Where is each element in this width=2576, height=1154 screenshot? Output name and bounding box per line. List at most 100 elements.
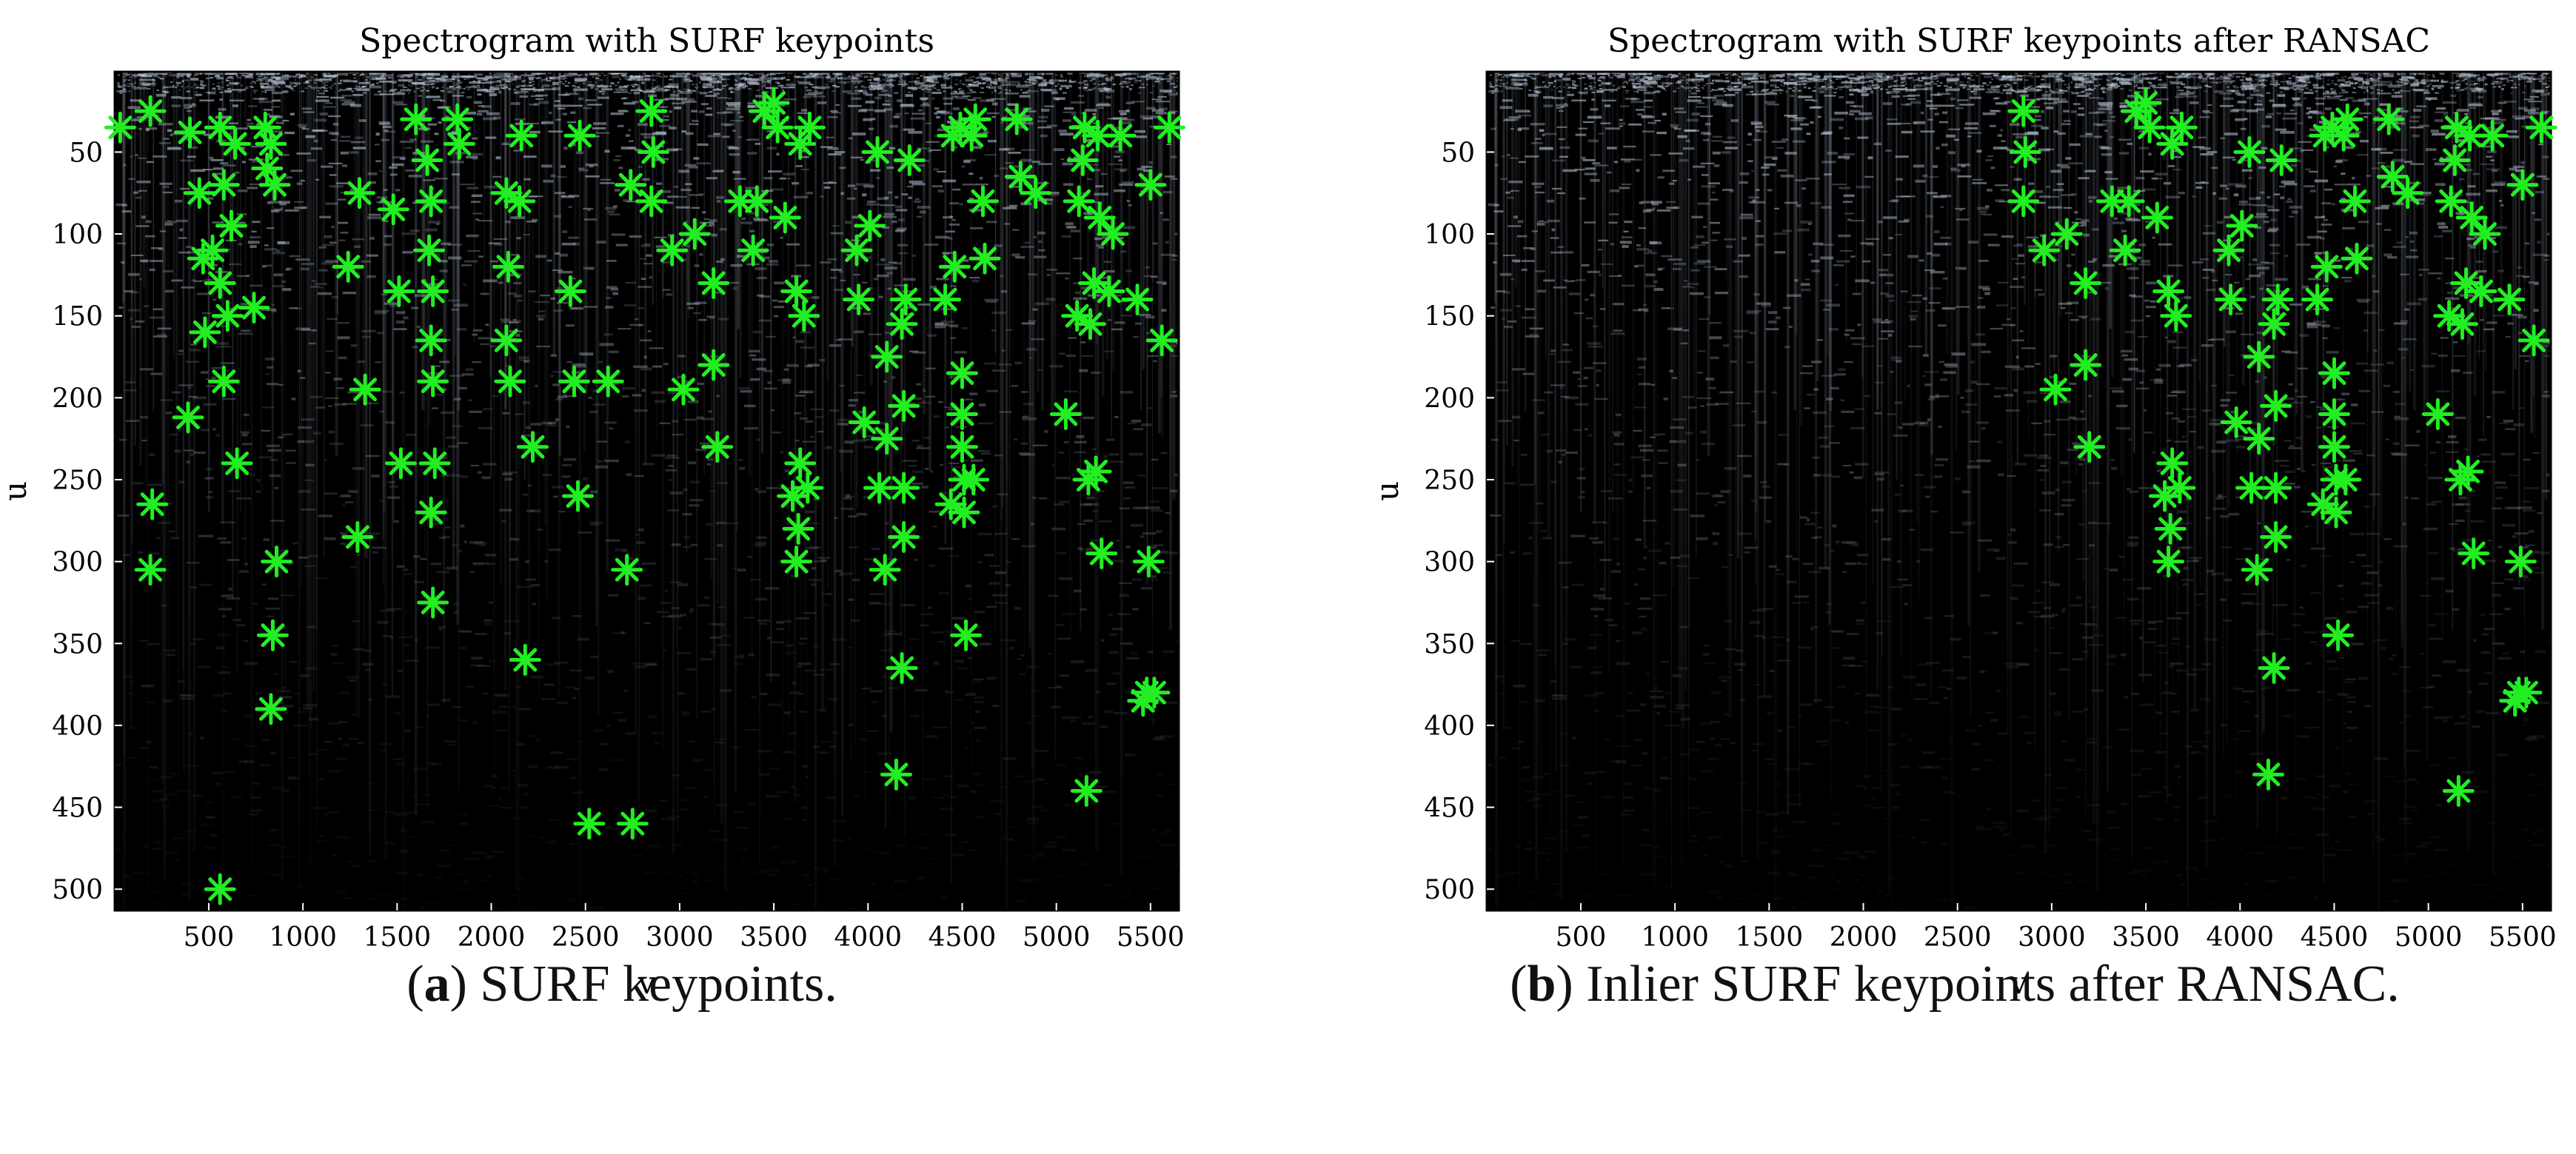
keypoint-marker [2112,185,2145,218]
keypoint-marker [2318,431,2350,463]
keypoint-marker [888,389,920,422]
y-tick-label: 50 [69,138,103,168]
keypoint-marker [2465,275,2498,308]
caption-a-text: ) SURF keypoints. [449,956,837,1013]
keypoint-marker [2452,455,2484,488]
x-axis-label: v [2010,965,2028,1001]
y-tick-label: 300 [52,548,103,578]
keypoint-marker [207,365,240,397]
keypoint-marker [204,266,236,299]
y-tick-label: 350 [52,629,103,660]
keypoint-marker [104,111,136,144]
spectrogram-image [115,72,1179,910]
x-tick-label: 4500 [929,922,997,953]
keypoint-marker [509,643,541,676]
keypoint-marker [966,185,999,218]
keypoint-marker [1020,177,1052,209]
keypoint-marker [417,586,449,619]
y-tick-label: 400 [52,711,103,742]
keypoint-marker [204,873,236,905]
keypoint-marker [888,472,920,504]
keypoint-marker [678,218,711,250]
keypoint-marker [1097,218,1129,250]
y-tick-label: 400 [1424,711,1475,742]
keypoint-marker [2327,119,2360,152]
keypoint-marker [2260,472,2292,504]
keypoint-marker [784,127,817,160]
keypoint-marker [2039,373,2072,406]
keypoint-marker [697,349,730,381]
y-tick-label: 200 [52,383,103,414]
keypoint-marker [840,234,873,266]
keypoint-marker [261,546,293,578]
keypoint-marker [196,234,229,266]
x-tick-label: 1000 [269,922,337,953]
keypoint-marker [505,119,538,152]
x-axis: 500 1000 1500 2000 2500 3000 3500 4000 4500 5000 5… [184,903,1185,953]
keypoint-marker [417,365,449,397]
x-tick-label: 1000 [1641,922,1709,953]
keypoint-marker [207,169,240,201]
x-tick-label: 3500 [740,922,808,953]
chart-title: Spectrogram with SURF keypoints after RA… [1608,22,2430,60]
keypoint-marker [349,373,381,406]
keypoint-marker [490,324,523,357]
y-tick-label: 500 [52,875,103,905]
x-tick-label: 1500 [1736,922,1804,953]
keypoint-marker [2506,169,2539,201]
keypoint-marker [889,284,922,316]
x-tick-label: 1500 [364,922,432,953]
keypoint-marker [615,169,647,201]
keypoint-marker [258,169,291,201]
keypoint-marker [2133,111,2166,144]
keypoint-marker [2009,135,2041,168]
y-tick-label: 50 [1441,138,1475,168]
keypoint-marker [136,488,169,520]
keypoint-marker [950,619,983,651]
keypoint-marker [792,472,824,504]
keypoint-marker [2070,349,2102,381]
keypoint-marker [2331,103,2363,135]
keypoint-marker [968,242,1001,275]
y-axis: 50 100 150 200 250 300 350 400 450 500 [52,138,122,905]
keypoints [2007,87,2557,807]
panel-a: 500 1000 1500 2000 2500 3000 3500 4000 4500 5000 5… [0,22,1185,1001]
caption-b: (b) Inlier SURF keypoints after RANSAC. [1510,956,2400,1013]
keypoint-marker [1153,111,1185,144]
y-tick-label: 150 [1424,302,1475,332]
x-tick-label: 4500 [2301,922,2369,953]
keypoint-marker [343,177,375,209]
keypoint-marker [2320,496,2352,529]
y-tick-label: 500 [1424,875,1475,905]
keypoint-marker [249,111,281,144]
keypoint-marker [221,447,253,480]
keypoint-marker [592,365,624,397]
keypoint-marker [697,266,730,299]
keypoint-marker [134,95,167,127]
caption-b-label: b [1527,956,1556,1013]
keypoint-marker [383,275,415,308]
keypoint-marker [616,808,649,840]
keypoint-marker [415,496,447,529]
keypoint-marker [957,463,990,496]
keypoint-marker [2510,677,2543,709]
keypoint-marker [183,177,215,209]
keypoint-marker [417,275,449,308]
keypoint-marker [2258,651,2290,684]
keypoint-marker [2525,111,2557,144]
keypoint-marker [2318,397,2350,430]
keypoint-marker [2007,95,2040,127]
keypoint-marker [888,520,920,553]
keypoint-marker [554,275,586,308]
keypoint-marker [1085,537,1118,570]
keypoint-marker [2220,406,2252,439]
keypoint-marker [1063,185,1095,218]
keypoint-marker [2438,144,2471,176]
keypoint-marker [1070,774,1103,807]
y-axis: 50 100 150 200 250 300 350 400 450 500 [1424,138,1494,905]
panel-b: 500 1000 1500 2000 2500 3000 3500 4000 4500 5000 5… [1369,22,2557,1001]
keypoint-marker [2261,284,2294,316]
keypoint-marker [2265,144,2298,176]
caption-b-text: ) Inlier SURF keypoints after RANSAC. [1556,956,2400,1013]
y-tick-label: 250 [1424,466,1475,496]
